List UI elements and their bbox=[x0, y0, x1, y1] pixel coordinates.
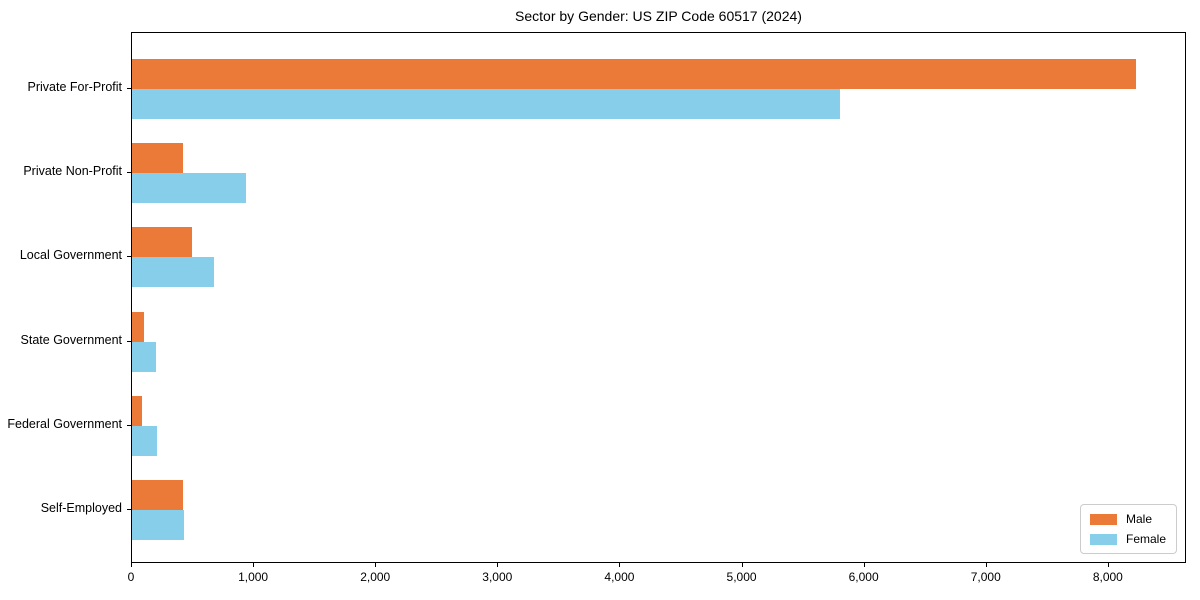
y-tick-label: Federal Government bbox=[7, 416, 122, 431]
y-tick-mark bbox=[127, 88, 131, 89]
y-tick-label: Self-Employed bbox=[40, 501, 122, 515]
male-series-swatch-icon bbox=[1089, 513, 1117, 525]
y-tick-mark bbox=[127, 172, 131, 174]
x-tick-label: 1,000 bbox=[238, 570, 269, 584]
bar-male-4 bbox=[132, 395, 142, 426]
legend: Male Female bbox=[1079, 504, 1177, 554]
y-tick-mark bbox=[127, 509, 131, 510]
chart-title: Sector by Gender: US ZIP Code 60517 (202… bbox=[515, 8, 802, 24]
bar-female-2 bbox=[132, 257, 215, 288]
x-tick-mark bbox=[1107, 563, 1109, 567]
x-tick-label: 2,000 bbox=[360, 570, 391, 584]
x-tick-mark bbox=[375, 563, 377, 567]
x-tick-label: 0 bbox=[127, 570, 135, 584]
x-tick-mark bbox=[741, 563, 743, 567]
x-tick-label: 3,000 bbox=[482, 570, 513, 584]
legend-label-female: Female bbox=[1125, 532, 1166, 546]
x-tick-mark bbox=[253, 563, 255, 567]
bar-female-3 bbox=[132, 341, 157, 372]
y-tick-label: Local Government bbox=[19, 248, 122, 263]
y-tick-label: Private For-Profit bbox=[27, 80, 122, 94]
bar-female-4 bbox=[132, 425, 157, 456]
y-tick-label: Private Non-Profit bbox=[23, 164, 122, 179]
bar-male-0 bbox=[132, 59, 1136, 89]
bar-male-3 bbox=[132, 311, 144, 342]
x-tick-label: 4,000 bbox=[604, 570, 635, 584]
plot-area: Male Female bbox=[131, 32, 1186, 563]
female-series-swatch-icon bbox=[1089, 533, 1117, 545]
x-tick-mark bbox=[497, 563, 499, 567]
legend-entry-female: Female bbox=[1089, 532, 1166, 546]
bar-male-1 bbox=[132, 143, 184, 174]
bar-female-5 bbox=[132, 510, 184, 540]
x-tick-mark bbox=[863, 563, 865, 567]
x-tick-label: 6,000 bbox=[848, 570, 879, 584]
bar-male-2 bbox=[132, 227, 192, 258]
y-tick-mark bbox=[127, 424, 131, 426]
x-tick-label: 7,000 bbox=[970, 570, 1001, 584]
y-tick-label: State Government bbox=[20, 332, 122, 347]
x-tick-label: 8,000 bbox=[1092, 570, 1123, 584]
x-tick-label: 5,000 bbox=[726, 570, 757, 584]
bar-female-0 bbox=[132, 89, 841, 119]
x-tick-mark bbox=[985, 563, 987, 567]
y-tick-mark bbox=[127, 340, 131, 342]
bar-female-1 bbox=[132, 173, 247, 204]
x-tick-mark bbox=[131, 563, 132, 567]
y-tick-mark bbox=[127, 256, 131, 258]
bar-male-5 bbox=[132, 480, 183, 510]
legend-entry-male: Male bbox=[1089, 512, 1166, 526]
x-tick-mark bbox=[619, 563, 621, 567]
legend-label-male: Male bbox=[1125, 512, 1152, 526]
